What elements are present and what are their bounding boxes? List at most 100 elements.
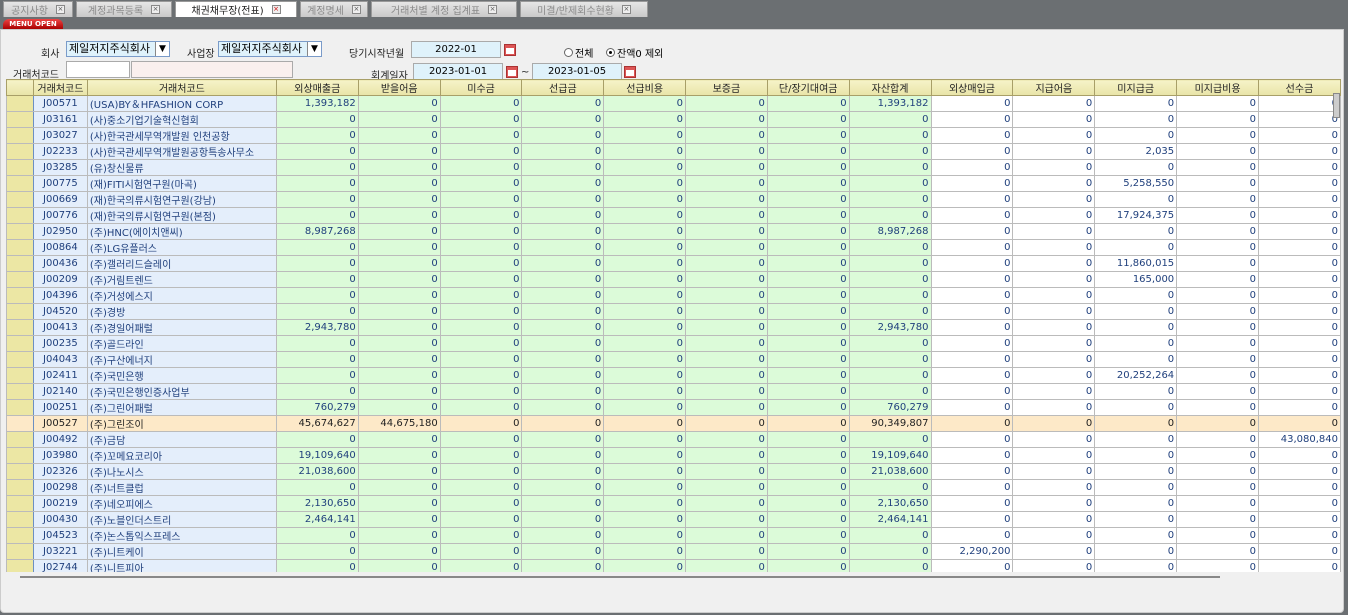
table-row[interactable]: J00298 (주)너트클럽 0 0 0 0 0 0 0 0 0 0 0 0 0 — [6, 479, 1341, 496]
column-header[interactable]: 단/장기대여금 — [766, 79, 850, 96]
chevron-down-icon[interactable]: ▼ — [307, 42, 321, 56]
column-header[interactable]: 미지급비용 — [1176, 79, 1259, 96]
table-row[interactable]: J00775 (재)FITI시험연구원(마곡) 0 0 0 0 0 0 0 0 0 0 5,258,55… — [6, 175, 1341, 192]
table-row[interactable]: J03980 (주)꼬메요코리아 19,109,640 0 0 0 0 0 0 19,109,64… — [6, 447, 1341, 464]
row-header[interactable] — [6, 399, 34, 416]
row-header[interactable] — [6, 175, 34, 192]
partner-name-input[interactable] — [131, 61, 293, 78]
row-header[interactable] — [6, 207, 34, 224]
row-header[interactable] — [6, 543, 34, 560]
table-row[interactable]: J03161 (사)중소기업기술혁신협회 0 0 0 0 0 0 0 0 0 0 0 0 0 — [6, 111, 1341, 128]
row-header[interactable] — [6, 255, 34, 272]
table-row[interactable]: J02411 (주)국민은행 0 0 0 0 0 0 0 0 0 0 20,252,264 0 0 — [6, 367, 1341, 384]
table-row[interactable]: J00235 (주)골드라인 0 0 0 0 0 0 0 0 0 0 0 0 0 — [6, 335, 1341, 352]
column-header[interactable]: 선급비용 — [603, 79, 687, 96]
row-header[interactable] — [6, 191, 34, 208]
row-header[interactable] — [6, 223, 34, 240]
close-icon[interactable]: × — [488, 5, 498, 14]
table-row[interactable]: J04523 (주)논스톱익스프레스 0 0 0 0 0 0 0 0 0 0 0 0 0 — [6, 527, 1341, 544]
table-row[interactable]: J02326 (주)나노시스 21,038,600 0 0 0 0 0 0 21,038,600 0… — [6, 463, 1341, 480]
table-row[interactable]: J00571 (USA)BY＆HFASHION CORP 1,393,182 0 0 0 0… — [6, 95, 1341, 112]
table-row[interactable]: J00776 (재)한국의류시험연구원(본점) 0 0 0 0 0 0 0 0 0 0 17,924,3… — [6, 207, 1341, 224]
column-header[interactable]: 외상매출금 — [275, 79, 359, 96]
table-row[interactable]: J04520 (주)경방 0 0 0 0 0 0 0 0 0 0 0 0 0 — [6, 303, 1341, 320]
close-icon[interactable]: × — [271, 5, 281, 14]
company-select[interactable]: 제일저지주식회사 ▼ — [66, 41, 170, 57]
column-header[interactable]: 거래처코드 — [86, 79, 277, 96]
row-header[interactable] — [6, 287, 34, 304]
close-icon[interactable]: × — [55, 5, 65, 14]
row-header[interactable] — [6, 335, 34, 352]
table-row[interactable]: J04396 (주)거성에스지 0 0 0 0 0 0 0 0 0 0 0 0 0 — [6, 287, 1341, 304]
row-header[interactable] — [6, 527, 34, 544]
close-icon[interactable]: × — [151, 5, 161, 14]
column-header[interactable]: 지급어음 — [1012, 79, 1096, 96]
row-header[interactable] — [6, 351, 34, 368]
tab-5[interactable]: 미결/반제회수현황 × — [520, 1, 648, 17]
date-from-input[interactable]: 2023-01-01 — [413, 63, 503, 80]
table-row[interactable]: J04043 (주)구산에너지 0 0 0 0 0 0 0 0 0 0 0 0 0 — [6, 351, 1341, 368]
row-header[interactable] — [6, 239, 34, 256]
calendar-icon[interactable] — [504, 44, 516, 56]
column-header[interactable]: 받을어음 — [357, 79, 441, 96]
calendar-icon[interactable] — [506, 66, 518, 78]
row-header[interactable] — [6, 383, 34, 400]
site-select[interactable]: 제일저지주식회사 ▼ — [218, 41, 322, 57]
row-header[interactable] — [6, 511, 34, 528]
row-header[interactable] — [6, 479, 34, 496]
tab-0[interactable]: 공지사항 × — [3, 1, 73, 17]
table-row[interactable]: J03221 (주)니트케이 0 0 0 0 0 0 0 0 2,290,200 0 0 0 0 — [6, 543, 1341, 560]
partner-code-input[interactable] — [66, 61, 130, 78]
table-row[interactable]: J00430 (주)노블인더스트리 2,464,141 0 0 0 0 0 0 2,464,141… — [6, 511, 1341, 528]
column-header[interactable]: 선수금 — [1257, 79, 1341, 96]
table-row[interactable]: J00219 (주)네오피에스 2,130,650 0 0 0 0 0 0 2,130,650 0 0… — [6, 495, 1341, 512]
vertical-scrollbar[interactable] — [1333, 93, 1340, 118]
table-row[interactable]: J00209 (주)거림트렌드 0 0 0 0 0 0 0 0 0 0 165,000 0 0 — [6, 271, 1341, 288]
table-row[interactable]: J00527 (주)그린조이 45,674,627 44,675,180 0 0 0 0 0 90… — [6, 415, 1341, 432]
table-row[interactable]: J02140 (주)국민은행인증사업부 0 0 0 0 0 0 0 0 0 0 0 0 0 — [6, 383, 1341, 400]
calendar-icon[interactable] — [624, 66, 636, 78]
table-row[interactable]: J00251 (주)그린어패럴 760,279 0 0 0 0 0 0 760,279 0 0 0 0 0 — [6, 399, 1341, 416]
table-row[interactable]: J00436 (주)갤러리드슬레이 0 0 0 0 0 0 0 0 0 0 11,860,015 0 0 — [6, 255, 1341, 272]
radio-nonzero[interactable]: 잔액0 제외 — [606, 45, 663, 60]
row-header[interactable] — [6, 111, 34, 128]
tab-1[interactable]: 계정과목등록 × — [76, 1, 172, 17]
row-header[interactable] — [6, 143, 34, 160]
table-row[interactable]: J02233 (사)한국관세무역개발원공항특송사무소 0 0 0 0 0 0 0 0 0 0 2,035… — [6, 143, 1341, 160]
column-header[interactable]: 자산합계 — [848, 79, 932, 96]
row-header[interactable] — [6, 559, 34, 572]
table-row[interactable]: J00413 (주)경일어패럴 2,943,780 0 0 0 0 0 0 2,943,780 0 0… — [6, 319, 1341, 336]
column-header[interactable]: 미지급금 — [1094, 79, 1178, 96]
row-header[interactable] — [6, 495, 34, 512]
close-icon[interactable]: × — [351, 5, 361, 14]
column-header[interactable]: 선급금 — [521, 79, 605, 96]
row-header[interactable] — [6, 95, 34, 112]
table-row[interactable]: J02744 (주)니트피아 0 0 0 0 0 0 0 0 0 0 0 0 0 — [6, 559, 1341, 572]
row-header[interactable] — [6, 159, 34, 176]
menu-open-button[interactable]: MENU OPEN — [3, 19, 63, 29]
table-row[interactable]: J00492 (주)금담 0 0 0 0 0 0 0 0 0 0 0 0 43,080,840 — [6, 431, 1341, 448]
column-header[interactable]: 거래처코드 — [32, 79, 88, 96]
row-header[interactable] — [6, 415, 34, 432]
table-row[interactable]: J00669 (재)한국의류시험연구원(강남) 0 0 0 0 0 0 0 0 0 0 0 0 0 — [6, 191, 1341, 208]
close-icon[interactable]: × — [621, 5, 631, 14]
horizontal-scrollbar[interactable] — [20, 576, 1220, 578]
row-header[interactable] — [6, 447, 34, 464]
tab-4[interactable]: 거래처별 계정 집계표 × — [371, 1, 517, 17]
date-to-input[interactable]: 2023-01-05 — [532, 63, 622, 80]
table-row[interactable]: J00864 (주)LG유플러스 0 0 0 0 0 0 0 0 0 0 0 0 0 — [6, 239, 1341, 256]
column-header[interactable]: 미수금 — [439, 79, 523, 96]
tab-3[interactable]: 계정명세 × — [300, 1, 368, 17]
tab-2[interactable]: 채권채무장(전표) × — [175, 1, 297, 17]
row-header[interactable] — [6, 431, 34, 448]
row-header[interactable] — [6, 319, 34, 336]
column-header[interactable]: 보증금 — [685, 79, 768, 96]
table-row[interactable]: J03285 (유)창신물류 0 0 0 0 0 0 0 0 0 0 0 0 0 — [6, 159, 1341, 176]
row-header[interactable] — [6, 367, 34, 384]
row-header[interactable] — [6, 463, 34, 480]
row-header[interactable] — [6, 303, 34, 320]
table-row[interactable]: J02950 (주)HNC(에이치앤씨) 8,987,268 0 0 0 0 0 0 8,987,… — [6, 223, 1341, 240]
start-period-input[interactable]: 2022-01 — [411, 41, 501, 58]
row-header[interactable] — [6, 271, 34, 288]
chevron-down-icon[interactable]: ▼ — [155, 42, 169, 56]
